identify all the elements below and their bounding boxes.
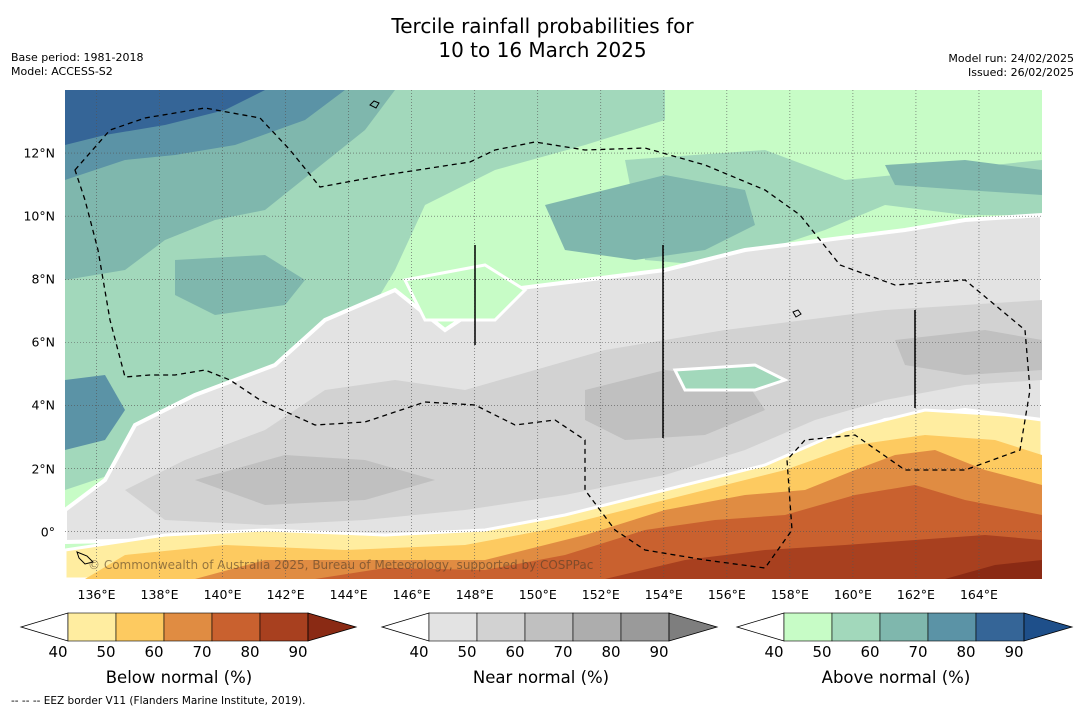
island-outline xyxy=(792,309,802,318)
region-above-60-patch xyxy=(672,363,789,392)
colorbar-arrow-low xyxy=(735,612,785,642)
x-tick-label: 148°E xyxy=(455,587,494,602)
region-above-90 xyxy=(65,90,265,145)
colorbar-tick-label: 50 xyxy=(96,643,116,661)
colorbar-title-near: Near normal (%) xyxy=(472,668,610,687)
meta-left: Base period: 1981-2018 Model: ACCESS-S2 xyxy=(11,51,143,79)
colorbar-tick-label: 90 xyxy=(288,643,308,661)
colorbar-tick-label: 70 xyxy=(553,643,573,661)
colorbar-title-above: Above normal (%) xyxy=(821,668,971,687)
graticule xyxy=(65,90,1042,579)
colorbar-segment xyxy=(476,612,526,642)
region-below-80 xyxy=(605,535,1042,579)
y-tick-label: 12°N xyxy=(23,145,55,161)
colorbar-arrow-high xyxy=(1023,612,1074,642)
region-above-70-b xyxy=(175,255,305,315)
x-tick-label: 140°E xyxy=(203,587,242,602)
colorbar-tick-label: 70 xyxy=(908,643,928,661)
x-tick-label: 146°E xyxy=(392,587,431,602)
y-tick-label: 6°N xyxy=(31,334,55,350)
colorbar-segment xyxy=(572,612,622,642)
colorbar-tick-label: 80 xyxy=(956,643,976,661)
colorbar-tick-label: 90 xyxy=(1004,643,1024,661)
colorbar-below-normal xyxy=(19,612,358,642)
colorbar-segment xyxy=(115,612,165,642)
colorbar-segment xyxy=(428,612,478,642)
island-outline xyxy=(369,100,380,109)
colorbar-tick-label: 40 xyxy=(48,643,68,661)
colorbar-tick-label: 70 xyxy=(192,643,212,661)
colorbar-title-below: Below normal (%) xyxy=(105,668,253,687)
base-period-label: Base period: 1981-2018 xyxy=(11,51,144,64)
region-near-60-c xyxy=(895,330,1042,375)
region-above-70-c xyxy=(545,175,755,260)
x-tick-label: 136°E xyxy=(77,587,116,602)
x-tick-label: 142°E xyxy=(266,587,305,602)
colorbar-tick-label: 50 xyxy=(812,643,832,661)
x-tick-label: 144°E xyxy=(329,587,368,602)
probability-map xyxy=(65,90,1042,579)
colorbar-segment xyxy=(879,612,929,642)
colorbar-segment xyxy=(783,612,833,642)
y-tick-label: 8°N xyxy=(31,271,55,287)
colorbar-arrow-low xyxy=(19,612,69,642)
issued-label: Issued: 26/02/2025 xyxy=(967,66,1074,79)
y-tick-label: 0° xyxy=(40,524,55,540)
region-near-60 xyxy=(195,455,435,505)
colorbar-above-normal xyxy=(735,612,1074,642)
x-tick-label: 138°E xyxy=(140,587,179,602)
title-line-2: 10 to 16 March 2025 xyxy=(438,38,647,62)
colorbar-segment xyxy=(259,612,309,642)
copyright-notice: © Commonwealth of Australia 2025, Bureau… xyxy=(88,558,594,572)
region-above-50-patch xyxy=(402,263,528,322)
colorbar-tick-label: 90 xyxy=(649,643,669,661)
y-tick-label: 2°N xyxy=(31,461,55,477)
colorbar-segment xyxy=(620,612,670,642)
y-tick-label: 10°N xyxy=(23,208,55,224)
colorbar-segment xyxy=(211,612,261,642)
colorbar-tick-label: 80 xyxy=(240,643,260,661)
colorbar-segment xyxy=(831,612,881,642)
colorbar-segment xyxy=(163,612,213,642)
island-outline xyxy=(76,551,94,565)
title-line-1: Tercile rainfall probabilities for xyxy=(391,14,694,38)
x-tick-label: 162°E xyxy=(896,587,935,602)
colorbar-tick-label: 80 xyxy=(601,643,621,661)
colorbar-arrow-high xyxy=(307,612,358,642)
colorbar-tick-label: 60 xyxy=(144,643,164,661)
eez-footnote: -- -- -- EEZ border V11 (Flanders Marine… xyxy=(11,695,306,707)
colorbar-tick-label: 40 xyxy=(764,643,784,661)
region-above-70-d xyxy=(885,160,1042,195)
x-tick-label: 164°E xyxy=(959,587,998,602)
colorbar-tick-label: 60 xyxy=(860,643,880,661)
x-tick-label: 156°E xyxy=(707,587,746,602)
eez-border-west xyxy=(74,107,1031,569)
colorbar-tick-label: 40 xyxy=(409,643,429,661)
colorbar-segment xyxy=(975,612,1025,642)
x-tick-label: 160°E xyxy=(833,587,872,602)
meta-right: Model run: 24/02/2025 Issued: 26/02/2025 xyxy=(948,52,1074,80)
x-tick-label: 152°E xyxy=(581,587,620,602)
x-tick-label: 158°E xyxy=(770,587,809,602)
colorbar-segment xyxy=(927,612,977,642)
colorbar-arrow-low xyxy=(380,612,430,642)
map-title: Tercile rainfall probabilities for 10 to… xyxy=(0,14,1085,62)
region-below-90 xyxy=(945,560,1042,579)
colorbar-segment xyxy=(524,612,574,642)
model-label: Model: ACCESS-S2 xyxy=(11,65,113,78)
colorbar-near-normal xyxy=(380,612,719,642)
colorbar-tick-label: 50 xyxy=(457,643,477,661)
x-tick-label: 150°E xyxy=(518,587,557,602)
colorbar-segment xyxy=(67,612,117,642)
model-run-label: Model run: 24/02/2025 xyxy=(948,52,1074,65)
y-tick-label: 4°N xyxy=(31,397,55,413)
x-tick-label: 154°E xyxy=(644,587,683,602)
colorbar-arrow-high xyxy=(668,612,719,642)
colorbar-tick-label: 60 xyxy=(505,643,525,661)
region-above-80-sw xyxy=(65,375,125,450)
